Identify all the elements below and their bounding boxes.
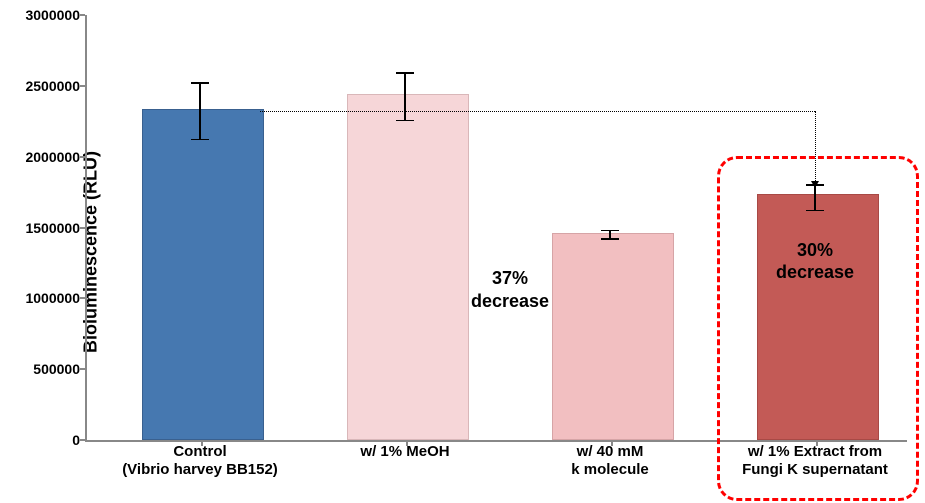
y-tick-label: 500000	[33, 361, 80, 377]
error-bar	[814, 185, 816, 211]
error-bar-cap	[806, 210, 824, 212]
y-tick-label: 1000000	[25, 290, 80, 306]
y-tick-label: 3000000	[25, 7, 80, 23]
arrow-head-icon	[811, 181, 819, 188]
bar-annotation: 37%decrease	[460, 267, 560, 312]
bar	[757, 194, 879, 440]
y-tick-label: 0	[72, 432, 80, 448]
x-axis-label: w/ 1% Extract fromFungi K supernatant	[715, 443, 915, 479]
error-bar	[404, 73, 406, 120]
y-tick-label: 2500000	[25, 78, 80, 94]
error-bar-cap	[601, 230, 619, 232]
x-axis-label: Control(Vibrio harvey BB152)	[100, 443, 300, 479]
error-bar-cap	[191, 82, 209, 84]
error-bar-cap	[601, 238, 619, 240]
reference-line	[260, 111, 815, 112]
error-bar-cap	[191, 139, 209, 141]
bar-annotation: 30%decrease	[765, 239, 865, 284]
error-bar	[199, 83, 201, 140]
error-bar-cap	[396, 120, 414, 122]
y-tick-label: 2000000	[25, 149, 80, 165]
bar	[552, 233, 674, 440]
y-tick-label: 1500000	[25, 220, 80, 236]
bar	[347, 94, 469, 440]
plot-area	[85, 15, 907, 442]
reference-arrow	[815, 111, 816, 183]
chart-container: Bioluminescence (RLU) 050000010000001500…	[0, 0, 925, 503]
x-axis-label: w/ 1% MeOH	[305, 443, 505, 461]
bar	[142, 109, 264, 440]
x-axis-label: w/ 40 mMk molecule	[510, 443, 710, 479]
error-bar-cap	[396, 72, 414, 74]
